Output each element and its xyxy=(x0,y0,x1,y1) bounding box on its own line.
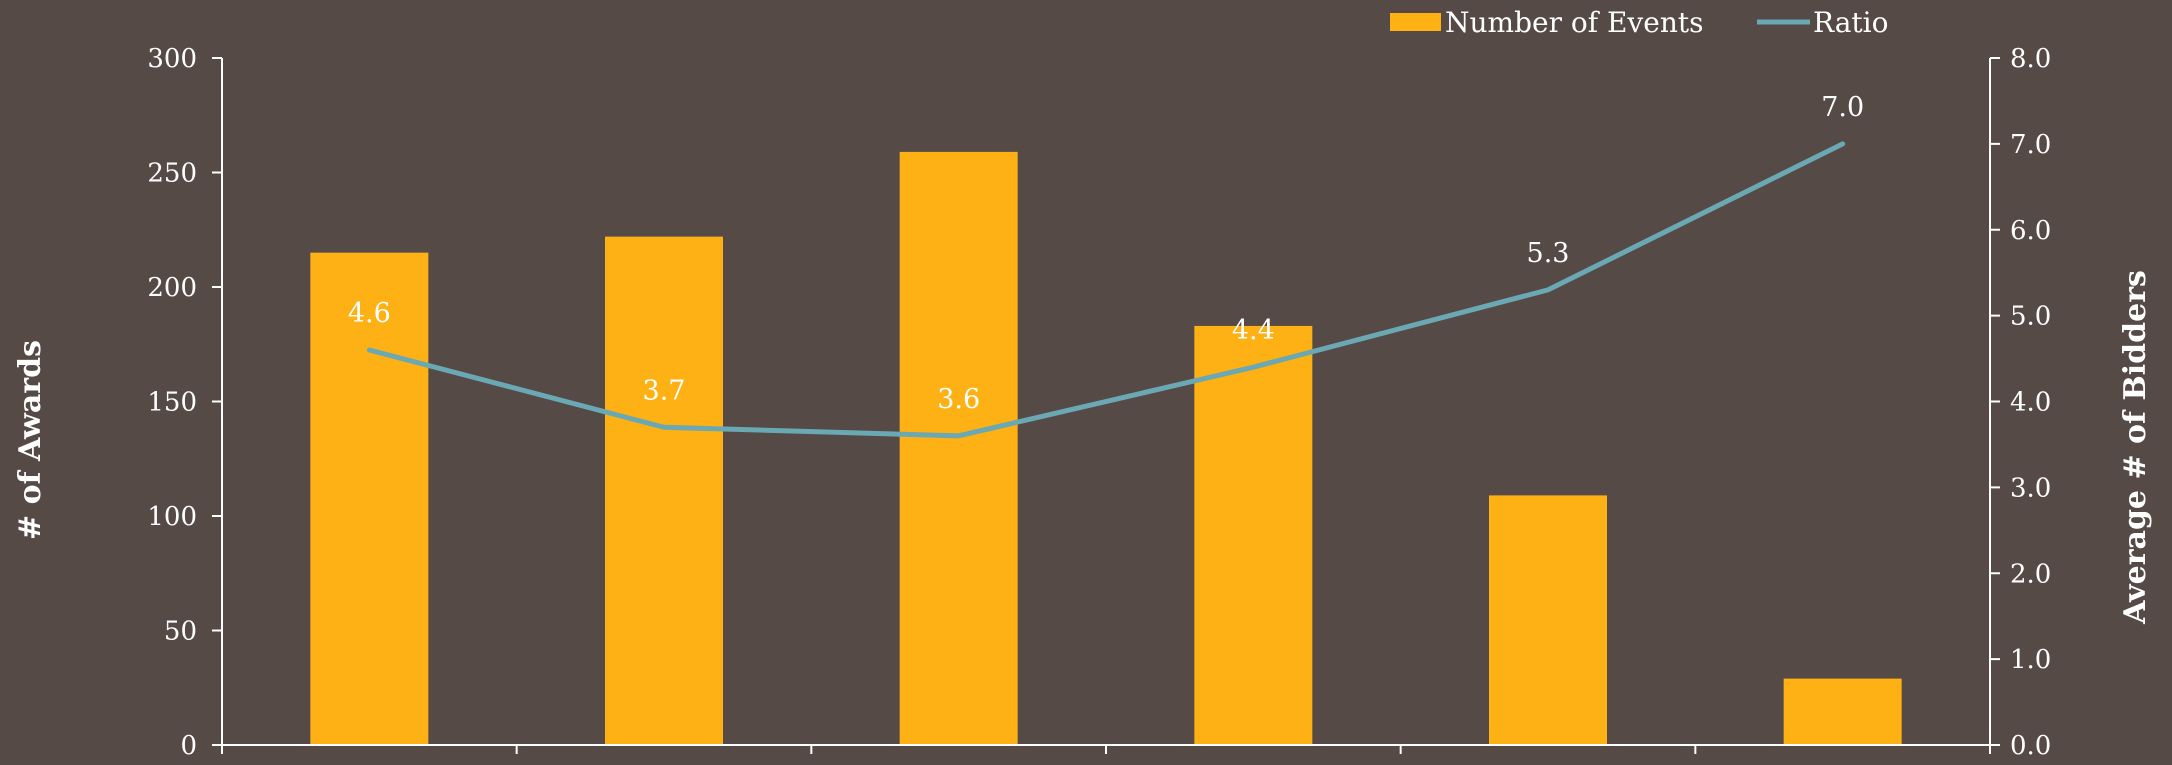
ratio-point-2 xyxy=(663,426,665,429)
bar-2 xyxy=(605,236,723,745)
y2-axis-title: Average # of Bidders xyxy=(2118,270,2153,625)
legend-swatch-events xyxy=(1390,13,1441,31)
bar-1 xyxy=(310,252,429,745)
y2-tick-label: 6.0 xyxy=(2010,216,2051,246)
ratio-data-label-4: 4.4 xyxy=(1232,315,1275,346)
ratio-data-label-2: 3.7 xyxy=(643,375,686,406)
y2-tick-label: 8.0 xyxy=(2010,44,2051,74)
y-tick-label: 200 xyxy=(147,273,197,303)
ratio-data-label-3: 3.6 xyxy=(937,384,980,415)
ratio-point-1 xyxy=(368,348,371,351)
plot-area: 0 50 100 150 200 250 300 0.0 1.0 2.0 3.0 4.0 5.0 6.0 7… xyxy=(147,44,2051,761)
y-tick-label: 150 xyxy=(147,388,197,418)
y-tick-label: 100 xyxy=(147,502,197,532)
y-axis-title: # of Awards xyxy=(13,340,48,540)
legend: Number of Events Ratio xyxy=(1390,6,1888,39)
bar-6 xyxy=(1783,678,1902,745)
y2-tick-label: 5.0 xyxy=(2010,302,2051,332)
y2-tick-label: 7.0 xyxy=(2010,130,2051,160)
y-tick-label: 50 xyxy=(164,617,197,647)
y2-tick-label: 4.0 xyxy=(2010,388,2051,418)
ratio-point-5 xyxy=(1547,288,1549,291)
y2-tick-label: 1.0 xyxy=(2010,645,2051,675)
legend-label-ratio: Ratio xyxy=(1813,6,1888,39)
ratio-point-6 xyxy=(1841,142,1844,145)
ratio-data-label-5: 5.3 xyxy=(1527,238,1570,269)
ratio-point-3 xyxy=(957,434,960,437)
ratio-data-label-1: 4.6 xyxy=(348,298,391,329)
y-tick-label: 0 xyxy=(180,731,197,761)
ratio-data-label-6: 7.0 xyxy=(1821,92,1864,123)
y-tick-label: 250 xyxy=(147,159,197,189)
y2-tick-label: 0.0 xyxy=(2010,731,2051,761)
bar-3 xyxy=(899,151,1018,745)
bar-4 xyxy=(1194,325,1313,745)
y2-tick-label: 2.0 xyxy=(2010,559,2051,589)
ratio-point-4 xyxy=(1252,366,1255,369)
y-tick-label: 300 xyxy=(147,44,197,74)
ratio-line xyxy=(366,141,1846,439)
bar-5 xyxy=(1489,495,1607,745)
y2-tick-label: 3.0 xyxy=(2010,473,2051,503)
legend-label-events: Number of Events xyxy=(1445,6,1703,39)
